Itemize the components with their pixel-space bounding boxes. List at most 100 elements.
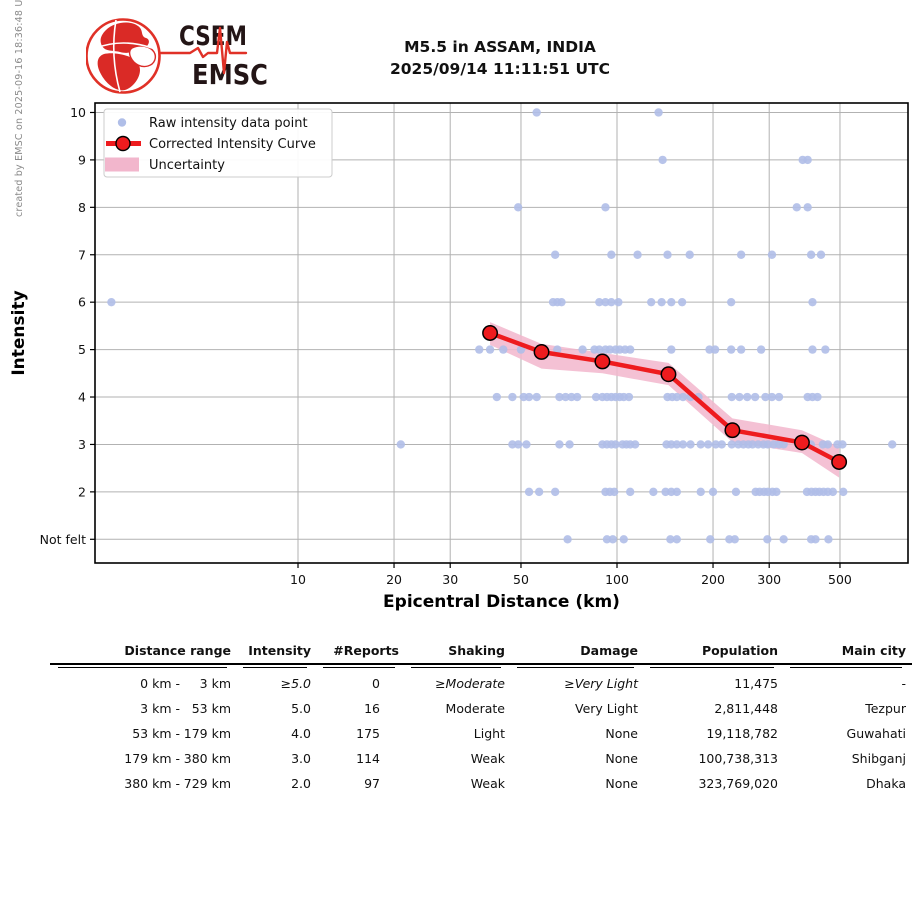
raw-intensity-point <box>696 487 705 497</box>
header-subrule-segment <box>243 666 307 668</box>
y-tick-label: 10 <box>70 105 86 120</box>
raw-intensity-point <box>492 392 502 402</box>
x-tick-label: 10 <box>290 572 306 587</box>
raw-intensity-point <box>811 535 820 544</box>
raw-intensity-point <box>767 250 777 259</box>
y-axis-label: Intensity <box>9 290 29 375</box>
raw-intensity-point <box>550 250 560 259</box>
table-header-main-city: Main city <box>841 643 906 658</box>
curve-marker <box>533 344 550 360</box>
raw-intensity-point <box>532 392 541 402</box>
table-header-damage: Damage <box>580 643 638 658</box>
x-tick-label: 200 <box>701 572 725 587</box>
x-tick-label: 30 <box>442 572 458 587</box>
y-tick-label: 4 <box>78 390 86 405</box>
logo-text-emsc: EMSC <box>192 58 268 91</box>
curve-marker <box>482 325 499 341</box>
cell-reports: 97 <box>364 775 380 791</box>
cell-intensity: 3.0 <box>291 750 311 766</box>
raw-intensity-point <box>743 392 752 402</box>
raw-intensity-point <box>677 297 687 307</box>
distance-from: 179 km - <box>124 750 180 766</box>
raw-intensity-point <box>779 440 788 449</box>
raw-intensity-point <box>678 392 688 402</box>
raw-intensity-point <box>727 392 736 402</box>
raw-intensity-point <box>555 392 564 402</box>
distance-from: 380 km - <box>124 775 180 791</box>
raw-intensity-point <box>607 297 616 307</box>
raw-intensity-point <box>750 392 760 402</box>
raw-intensity-point <box>803 203 812 212</box>
raw-intensity-point <box>767 392 777 402</box>
raw-intensity-point <box>513 440 523 449</box>
raw-intensity-point <box>666 535 675 544</box>
y-tick-label: Not felt <box>40 532 86 547</box>
raw-intensity-point <box>534 487 544 497</box>
raw-intensity-point <box>107 297 116 307</box>
raw-intensity-point <box>726 297 736 307</box>
cell-city: Shibganj <box>851 750 906 766</box>
raw-intensity-point <box>578 345 587 354</box>
raw-intensity-point <box>499 345 508 354</box>
cell-intensity: 5.0 <box>291 700 311 716</box>
raw-intensity-point <box>532 108 541 117</box>
table-header--reports: #Reports <box>333 643 399 658</box>
curve-marker <box>794 434 810 451</box>
y-tick-label: 9 <box>78 152 86 167</box>
raw-intensity-point <box>706 535 715 544</box>
cell-population: 19,118,782 <box>706 725 778 741</box>
raw-intensity-point <box>672 440 682 449</box>
distance-to: 380 km <box>183 750 231 766</box>
raw-intensity-point <box>513 203 523 212</box>
curve-marker <box>831 454 848 470</box>
table-header-row: Distance range Intensity #Reports Shaking Da… <box>50 640 912 662</box>
header-subrule-segment <box>650 666 774 668</box>
curve-marker <box>724 422 741 439</box>
raw-intensity-point <box>808 345 817 354</box>
raw-intensity-point <box>657 297 666 307</box>
cell-distance-range: 179 km -380 km <box>50 746 235 771</box>
raw-intensity-point <box>555 440 564 449</box>
x-tick-label: 300 <box>757 572 781 587</box>
logo-text-csem: CSEM <box>179 21 247 52</box>
cell-distance-range: 0 km - 3 km <box>50 671 235 696</box>
cell-damage: ≥Very Light <box>564 675 638 691</box>
table-header-population: Population <box>701 643 778 658</box>
uncertainty-band <box>490 322 840 478</box>
title-line2: 2025/09/14 11:11:51 UTC <box>389 60 611 78</box>
raw-intensity-point <box>736 345 746 354</box>
emsc-logo: CSEM EMSC <box>86 18 268 94</box>
raw-intensity-point <box>595 345 604 354</box>
table-header-shaking: Shaking <box>448 643 505 658</box>
distance-from: 53 km - <box>132 725 180 741</box>
table-header-subrule <box>50 666 912 671</box>
raw-intensity-point <box>610 487 619 497</box>
distance-to: 53 km <box>191 700 231 716</box>
raw-intensity-point <box>647 297 656 307</box>
raw-intensity-point <box>630 440 640 449</box>
legend-label: Uncertainty <box>149 158 225 173</box>
table-header-rule <box>50 663 912 665</box>
x-tick-label: 100 <box>605 572 629 587</box>
raw-intensity-point <box>591 392 601 402</box>
page-title: M5.5 in ASSAM, INDIA 2025/09/14 11:11:51… <box>230 36 770 80</box>
raw-intensity-point <box>717 440 726 449</box>
raw-intensity-point <box>703 440 713 449</box>
legend-patch-swatch <box>105 157 139 172</box>
header-subrule-segment <box>323 666 395 668</box>
raw-intensity-point <box>614 297 623 307</box>
cell-damage: None <box>605 725 638 741</box>
cell-reports: 0 <box>372 675 380 691</box>
legend-marker-swatch <box>115 135 131 152</box>
raw-intensity-point <box>522 440 531 449</box>
table-header-distance-range: Distance range <box>124 643 231 658</box>
cell-population: 2,811,448 <box>714 700 778 716</box>
cell-intensity: 4.0 <box>291 725 311 741</box>
raw-intensity-point <box>731 487 741 497</box>
raw-intensity-point <box>779 535 788 544</box>
cell-city: Dhaka <box>866 775 906 791</box>
cell-shaking: Weak <box>470 750 505 766</box>
table-row: 380 km -729 km 2.0 97 Weak None 323,769,020 Dh… <box>50 771 912 796</box>
cell-damage: Very Light <box>575 700 638 716</box>
cell-shaking: Moderate <box>445 700 505 716</box>
